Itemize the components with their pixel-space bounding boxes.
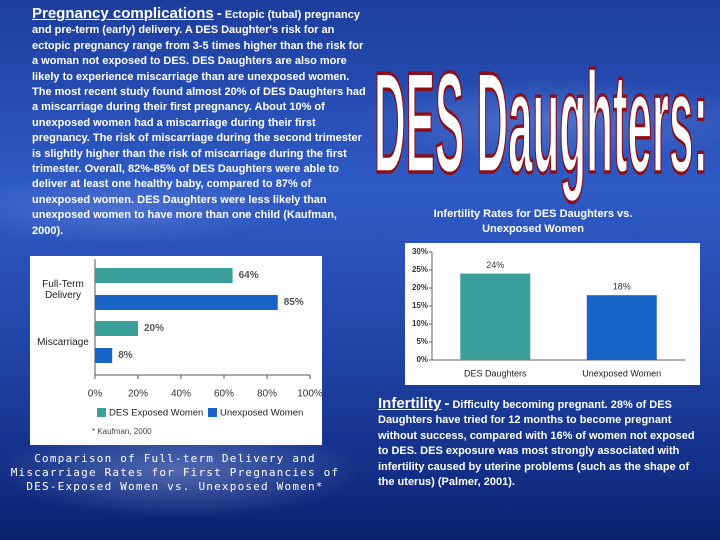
data-label: 18% — [613, 282, 631, 292]
data-label: 24% — [486, 260, 504, 270]
x-tick-label: 20% — [128, 389, 148, 400]
separator: - — [216, 5, 222, 22]
chart-background — [30, 256, 322, 445]
y-tick-label: 25% — [412, 265, 428, 274]
heading: Infertility — [378, 395, 442, 412]
big-title-group: DES Daughters: — [373, 41, 710, 204]
bar — [95, 295, 278, 310]
x-tick-label: 100% — [297, 389, 323, 400]
bar — [586, 295, 657, 360]
bar — [95, 348, 113, 363]
chart-caption: Comparison of Full-term Delivery and Mis… — [10, 452, 340, 493]
complications-text: Pregnancy complications - Ectopic (tubal… — [32, 6, 368, 239]
x-tick-label: 80% — [257, 389, 277, 400]
y-tick-label: 10% — [412, 319, 428, 328]
y-tick-label: 15% — [412, 301, 428, 310]
y-tick-label: 20% — [412, 283, 428, 292]
legend-label: Unexposed Women — [220, 408, 303, 419]
data-label: 85% — [284, 297, 304, 308]
legend-swatch — [97, 408, 106, 417]
bar — [460, 273, 531, 360]
data-label: 8% — [118, 350, 133, 361]
y-tick-label: 5% — [416, 337, 428, 346]
bar — [95, 268, 233, 283]
chart-title: Infertility Rates for DES Daughters vs. … — [433, 208, 633, 236]
y-tick-label: Miscarriage — [37, 337, 89, 348]
legend-swatch — [208, 408, 217, 417]
x-tick-label: 0% — [88, 389, 103, 400]
heading: Pregnancy complications — [32, 5, 214, 22]
y-tick-label: 0% — [416, 355, 428, 364]
x-tick-label: DES Daughters — [464, 368, 527, 378]
x-tick-label: 40% — [171, 389, 191, 400]
data-label: 64% — [239, 270, 259, 281]
infertility-text: Infertility - Difficulty becoming pregna… — [378, 396, 696, 490]
bar — [95, 321, 138, 336]
big-title: DES Daughters: — [374, 43, 708, 203]
separator: - — [444, 395, 450, 412]
x-tick-label: 60% — [214, 389, 234, 400]
x-tick-label: Unexposed Women — [582, 368, 661, 378]
note: * Kaufman, 2000 — [92, 427, 152, 436]
body-text: Ectopic (tubal) pregnancy and pre-term (… — [32, 9, 366, 237]
y-tick-label: 30% — [412, 247, 428, 256]
y-tick-label: Full-Term Delivery — [42, 278, 84, 301]
data-label: 20% — [144, 323, 164, 334]
legend-label: DES Exposed Women — [109, 408, 203, 419]
body-text: Difficulty becoming pregnant. 28% of DES… — [378, 399, 695, 489]
